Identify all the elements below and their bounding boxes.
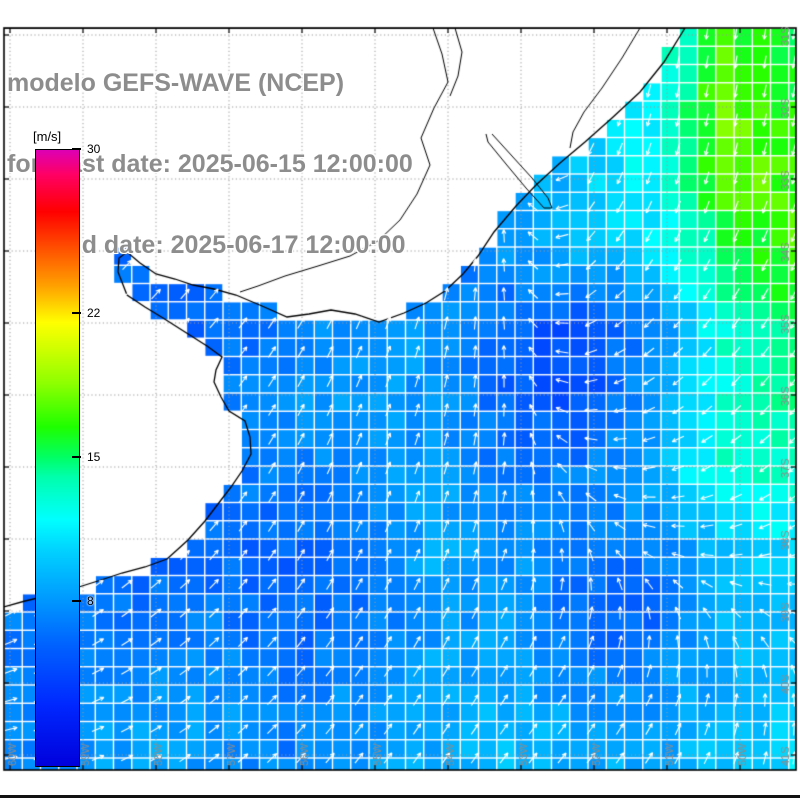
model-title: modelo GEFS-WAVE (NCEP) (7, 69, 345, 97)
colorbar-tick-label: 30 (87, 142, 101, 156)
colorbar-tick-mark (72, 148, 81, 150)
colorbar-unit-label: [m/s] (31, 128, 64, 145)
colorbar-tick-label: 8 (87, 593, 94, 608)
colorbar-tick-mark (72, 312, 81, 315)
colorbar-tick-mark (72, 456, 81, 458)
colorbar-legend: [m/s] 30 22 15 8 (31, 128, 153, 778)
colorbar-tick-mark (72, 599, 81, 602)
colorbar-tick-label: 22 (87, 306, 101, 321)
colorbar-gradient-bar (35, 149, 80, 767)
colorbar-tick-label: 15 (87, 450, 101, 464)
bottom-frame-rule (0, 795, 800, 798)
